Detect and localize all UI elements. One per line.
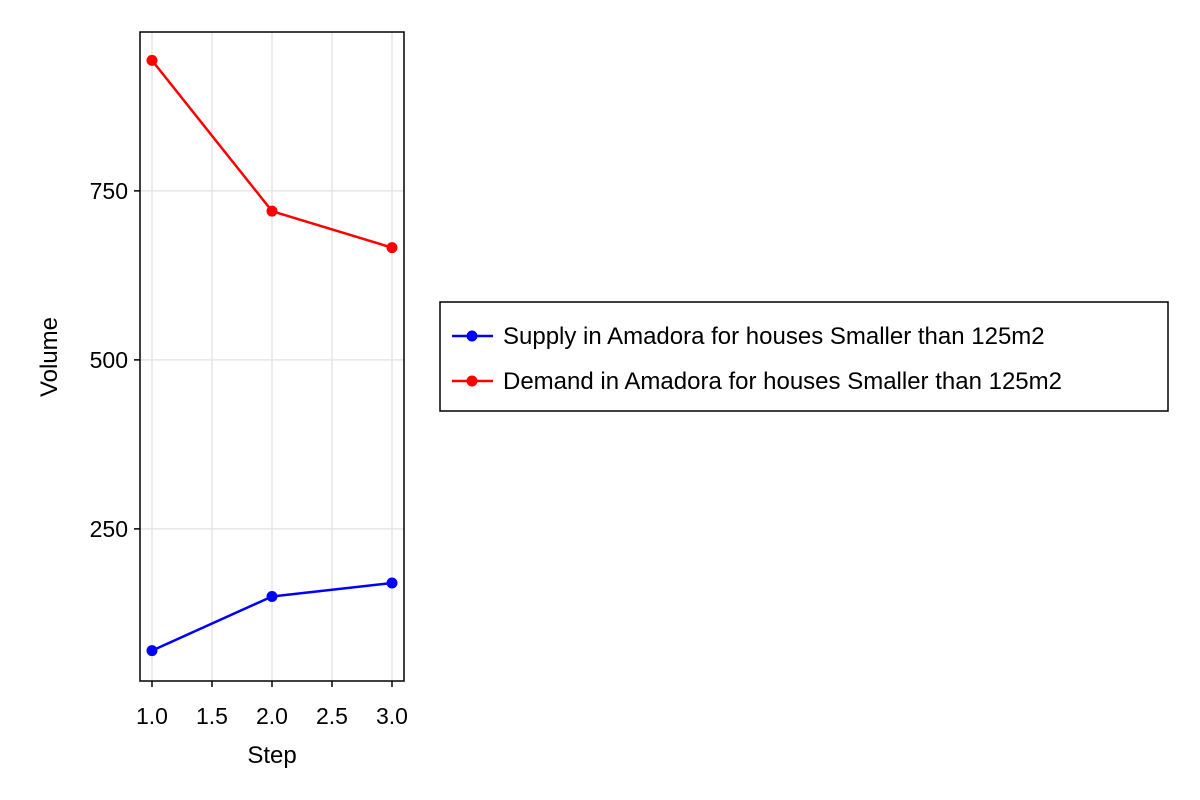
legend-marker-demand [466,375,478,387]
grid-lines [140,32,404,681]
x-axis-title: Step [247,742,296,769]
y-tick-label: 500 [90,347,128,373]
y-axis-title: Volume [36,317,63,397]
data-point-demand [146,54,158,66]
x-tick-label: 3.0 [376,703,408,729]
legend-box [439,301,1169,412]
y-tick-label: 750 [90,178,128,204]
data-point-demand [266,205,278,217]
x-tick-label: 1.5 [196,703,228,729]
legend: Supply in Amadora for houses Smaller tha… [439,301,1169,412]
series-layer [146,54,398,657]
data-point-supply [146,645,158,657]
x-tick-label: 1.0 [136,703,168,729]
legend-entry-demand: Demand in Amadora for houses Smaller tha… [452,368,1062,395]
legend-label-demand: Demand in Amadora for houses Smaller tha… [503,368,1062,395]
data-point-supply [266,590,278,602]
y-tick-label: 250 [90,516,128,542]
legend-marker-supply [466,330,478,342]
data-point-supply [386,577,398,589]
axis-ticks: 1.0 1.5 2.0 2.5 3.0 250 500 750 [90,178,408,729]
data-point-demand [386,242,398,254]
x-tick-label: 2.5 [316,703,348,729]
x-tick-label: 2.0 [256,703,288,729]
legend-label-supply: Supply in Amadora for houses Smaller tha… [503,323,1045,350]
legend-entry-supply: Supply in Amadora for houses Smaller tha… [452,323,1045,350]
